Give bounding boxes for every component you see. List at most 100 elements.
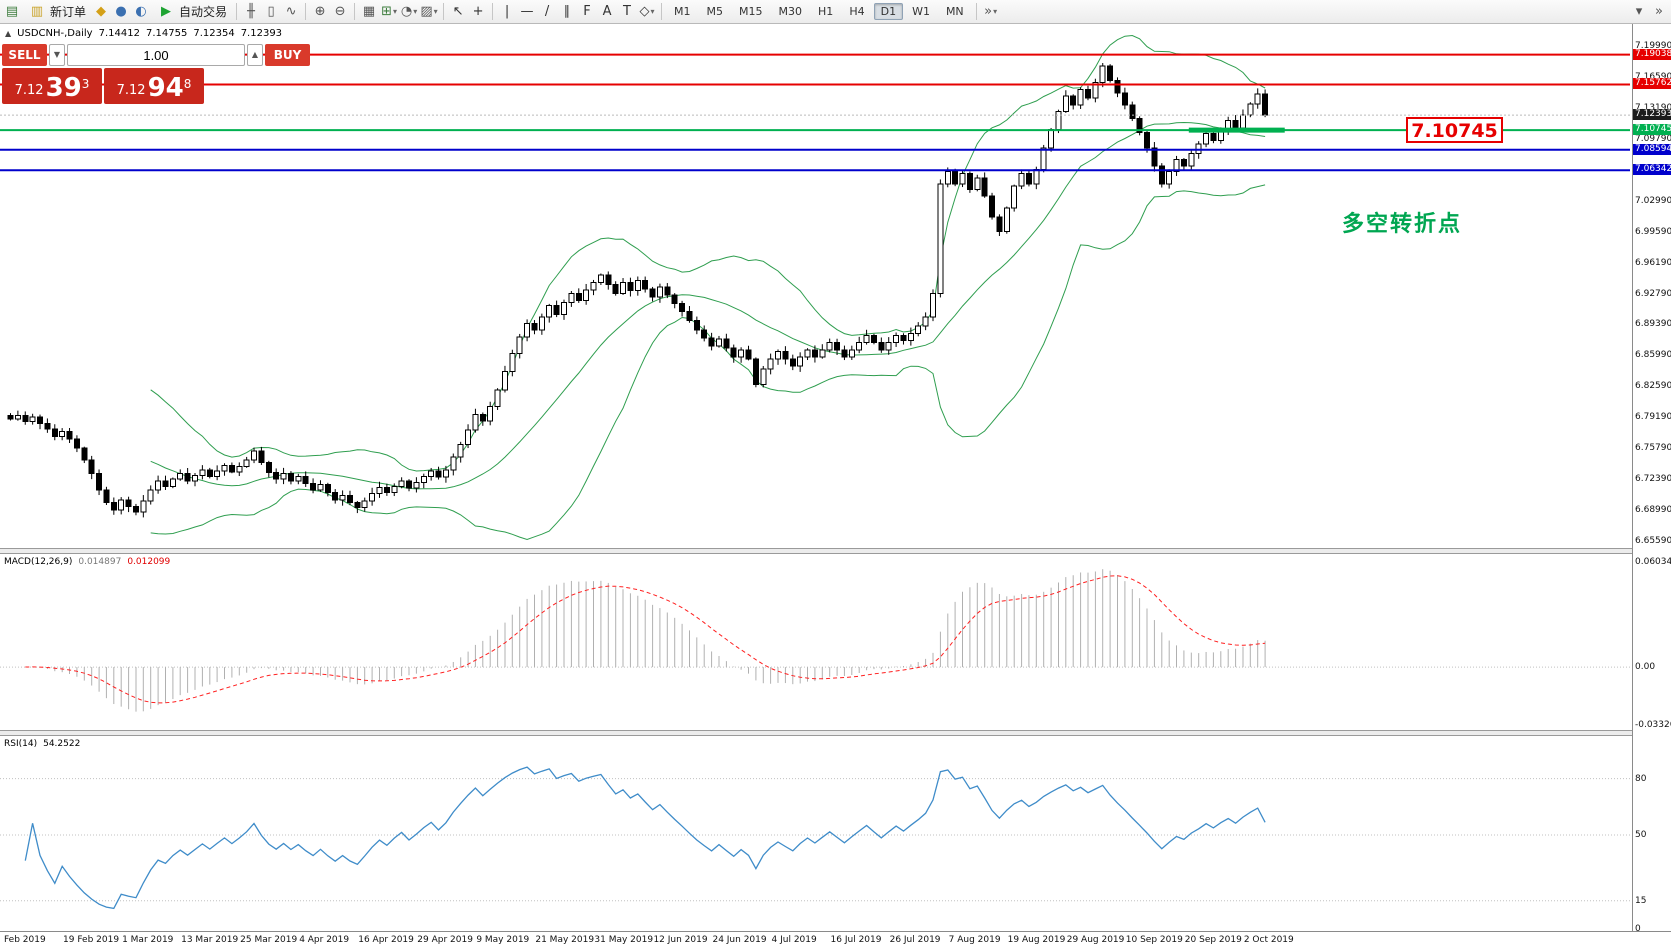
macd-indicator-label: MACD(12,26,9) 0.014897 0.012099: [4, 557, 170, 567]
timeframe-button-h4[interactable]: H4: [849, 5, 865, 18]
timeframe-button-d1[interactable]: D1: [873, 3, 904, 20]
time-axis-label: 16 Apr 2019: [358, 935, 414, 945]
ohlc-close: 7.12393: [240, 28, 283, 39]
price-axis-label: 6.92790: [1635, 288, 1671, 299]
sell-price-sup: 3: [81, 77, 90, 91]
toolbar-separator: [661, 3, 663, 20]
chart-annotation-text: 多空转折点: [1342, 212, 1463, 237]
price-axis-label: 6.82590: [1635, 381, 1671, 392]
time-axis-label: Feb 2019: [4, 935, 46, 945]
time-axis-label: 31 May 2019: [594, 935, 654, 945]
zoom-out-icon[interactable]: ⊖: [334, 4, 346, 19]
volume-input[interactable]: [67, 44, 245, 66]
new-chart-dropdown[interactable]: ⊞ ▾: [381, 4, 397, 19]
timeframe-button-m1[interactable]: M1: [674, 5, 691, 18]
toolbar-overflow-icon[interactable]: »: [1655, 4, 1663, 19]
rsi-value: 54.2522: [43, 739, 81, 749]
chart-symbol-period: USDCNH-,Daily: [17, 28, 93, 39]
crosshair-icon[interactable]: +: [472, 4, 484, 19]
timeframe-button-m30[interactable]: M30: [778, 5, 803, 18]
new-order-button[interactable]: ▥ 新订单: [22, 2, 91, 22]
price-axis-label: 7.09790: [1635, 133, 1671, 144]
trendline-icon[interactable]: /: [544, 4, 550, 19]
price-axis[interactable]: 7.199907.165907.131907.097907.063907.029…: [1632, 24, 1671, 934]
timeframe-button-mn[interactable]: MN: [945, 5, 964, 18]
chart-canvas[interactable]: [0, 24, 1632, 931]
price-axis-label: 6.68990: [1635, 505, 1671, 516]
text-label-icon[interactable]: T: [623, 4, 631, 19]
timeframe-button-m15[interactable]: M15: [739, 5, 763, 18]
autotrading-button[interactable]: ▶ 自动交易: [151, 2, 232, 22]
level-price-tag: 7.08594: [1633, 143, 1671, 155]
new-order-button-icon: ▥: [30, 4, 44, 19]
time-axis[interactable]: Feb 2019 19 Feb 2019 1 Mar 2019 13 Mar 2019…: [0, 931, 1671, 949]
timeframe-button-w1[interactable]: W1: [912, 5, 930, 18]
template-dropdown[interactable]: ▨ ▾: [420, 4, 438, 19]
time-axis-label: 29 Apr 2019: [417, 935, 473, 945]
time-axis-label: 4 Apr 2019: [299, 935, 350, 945]
toolbar-separator: [354, 3, 356, 20]
bar-chart-icon[interactable]: ╫: [247, 4, 255, 19]
channel-icon[interactable]: ∥: [563, 4, 571, 19]
toolbar-separator: [492, 3, 494, 20]
cursor-icon[interactable]: ↖: [452, 4, 464, 19]
rsi-indicator-label: RSI(14) 54.2522: [4, 739, 80, 749]
toolbar-customize-icon[interactable]: ▾: [1635, 4, 1643, 19]
time-axis-label: 10 Sep 2019: [1125, 935, 1183, 945]
navigator-icon[interactable]: ◐: [135, 4, 147, 19]
buy-price-panel[interactable]: 7.12 94 8: [104, 68, 204, 104]
vertical-line-icon[interactable]: |: [504, 4, 510, 19]
autotrading-button-label: 自动交易: [179, 5, 228, 19]
new-chart-icon[interactable]: ▤: [5, 4, 19, 19]
fibonacci-icon[interactable]: F: [583, 4, 591, 19]
price-axis-label: 7.16590: [1635, 71, 1671, 82]
market-watch-icon[interactable]: ●: [115, 4, 127, 19]
time-axis-label: 13 Mar 2019: [181, 935, 239, 945]
rsi-panel-divider[interactable]: [0, 730, 1671, 736]
time-axis-label: 19 Aug 2019: [1007, 935, 1066, 945]
volume-increase-button[interactable]: ▲: [247, 44, 263, 66]
time-axis-label: 25 Mar 2019: [240, 935, 298, 945]
toolbar-separator: [236, 3, 238, 20]
zoom-in-icon[interactable]: ⊕: [314, 4, 326, 19]
autotrading-button-icon: ▶: [161, 4, 172, 19]
price-callout-label: 7.10745: [1406, 117, 1503, 143]
text-icon[interactable]: A: [602, 4, 612, 19]
time-axis-label: 29 Aug 2019: [1066, 935, 1125, 945]
period-dropdown-arrow: ▾: [413, 7, 418, 16]
ohlc-open: 7.14412: [98, 28, 140, 39]
macd-panel-divider[interactable]: [0, 548, 1671, 554]
volume-decrease-button[interactable]: ▼: [49, 44, 65, 66]
buy-button[interactable]: BUY: [265, 44, 310, 66]
time-axis-label: 19 Feb 2019: [63, 935, 120, 945]
timeframe-button-h1[interactable]: H1: [818, 5, 834, 18]
time-axis-label: 12 Jun 2019: [653, 935, 708, 945]
period-dropdown[interactable]: ◔ ▾: [400, 4, 418, 19]
price-axis-label: 6.89390: [1635, 319, 1671, 330]
profiles-icon[interactable]: ◆: [96, 4, 107, 19]
toolbar-separator: [305, 3, 307, 20]
chart-title: ▲ USDCNH-,Daily 7.14412 7.14755 7.12354 …: [5, 28, 282, 39]
line-chart-icon[interactable]: ∿: [285, 4, 297, 19]
sell-price-head: 7.12: [14, 83, 44, 98]
horizontal-line-icon[interactable]: —: [520, 4, 534, 19]
chart-shift-dropdown-arrow: ▾: [993, 7, 998, 16]
sell-price-panel[interactable]: 7.12 39 3: [2, 68, 102, 104]
candlestick-icon[interactable]: ▯: [267, 4, 275, 19]
arrows-dropdown[interactable]: ◇ ▾: [639, 4, 655, 19]
timeframe-button-m5[interactable]: M5: [706, 5, 724, 18]
time-axis-label: 24 Jun 2019: [712, 935, 767, 945]
macd-axis-label: 0.00: [1635, 662, 1656, 673]
macd-axis-label: -0.033267: [1635, 719, 1671, 730]
price-axis-label: 6.85990: [1635, 350, 1671, 361]
rsi-axis-label: 80: [1635, 773, 1647, 784]
tile-windows-icon[interactable]: ▦: [362, 4, 376, 19]
sell-button[interactable]: SELL: [2, 44, 47, 66]
macd-name: MACD(12,26,9): [4, 557, 73, 567]
chart-shift-dropdown[interactable]: » ▾: [984, 4, 998, 19]
price-axis-label: 7.19990: [1635, 41, 1671, 51]
time-axis-label: 7 Aug 2019: [948, 935, 1001, 945]
time-axis-label: 21 May 2019: [535, 935, 595, 945]
macd-value-signal: 0.012099: [127, 557, 171, 567]
